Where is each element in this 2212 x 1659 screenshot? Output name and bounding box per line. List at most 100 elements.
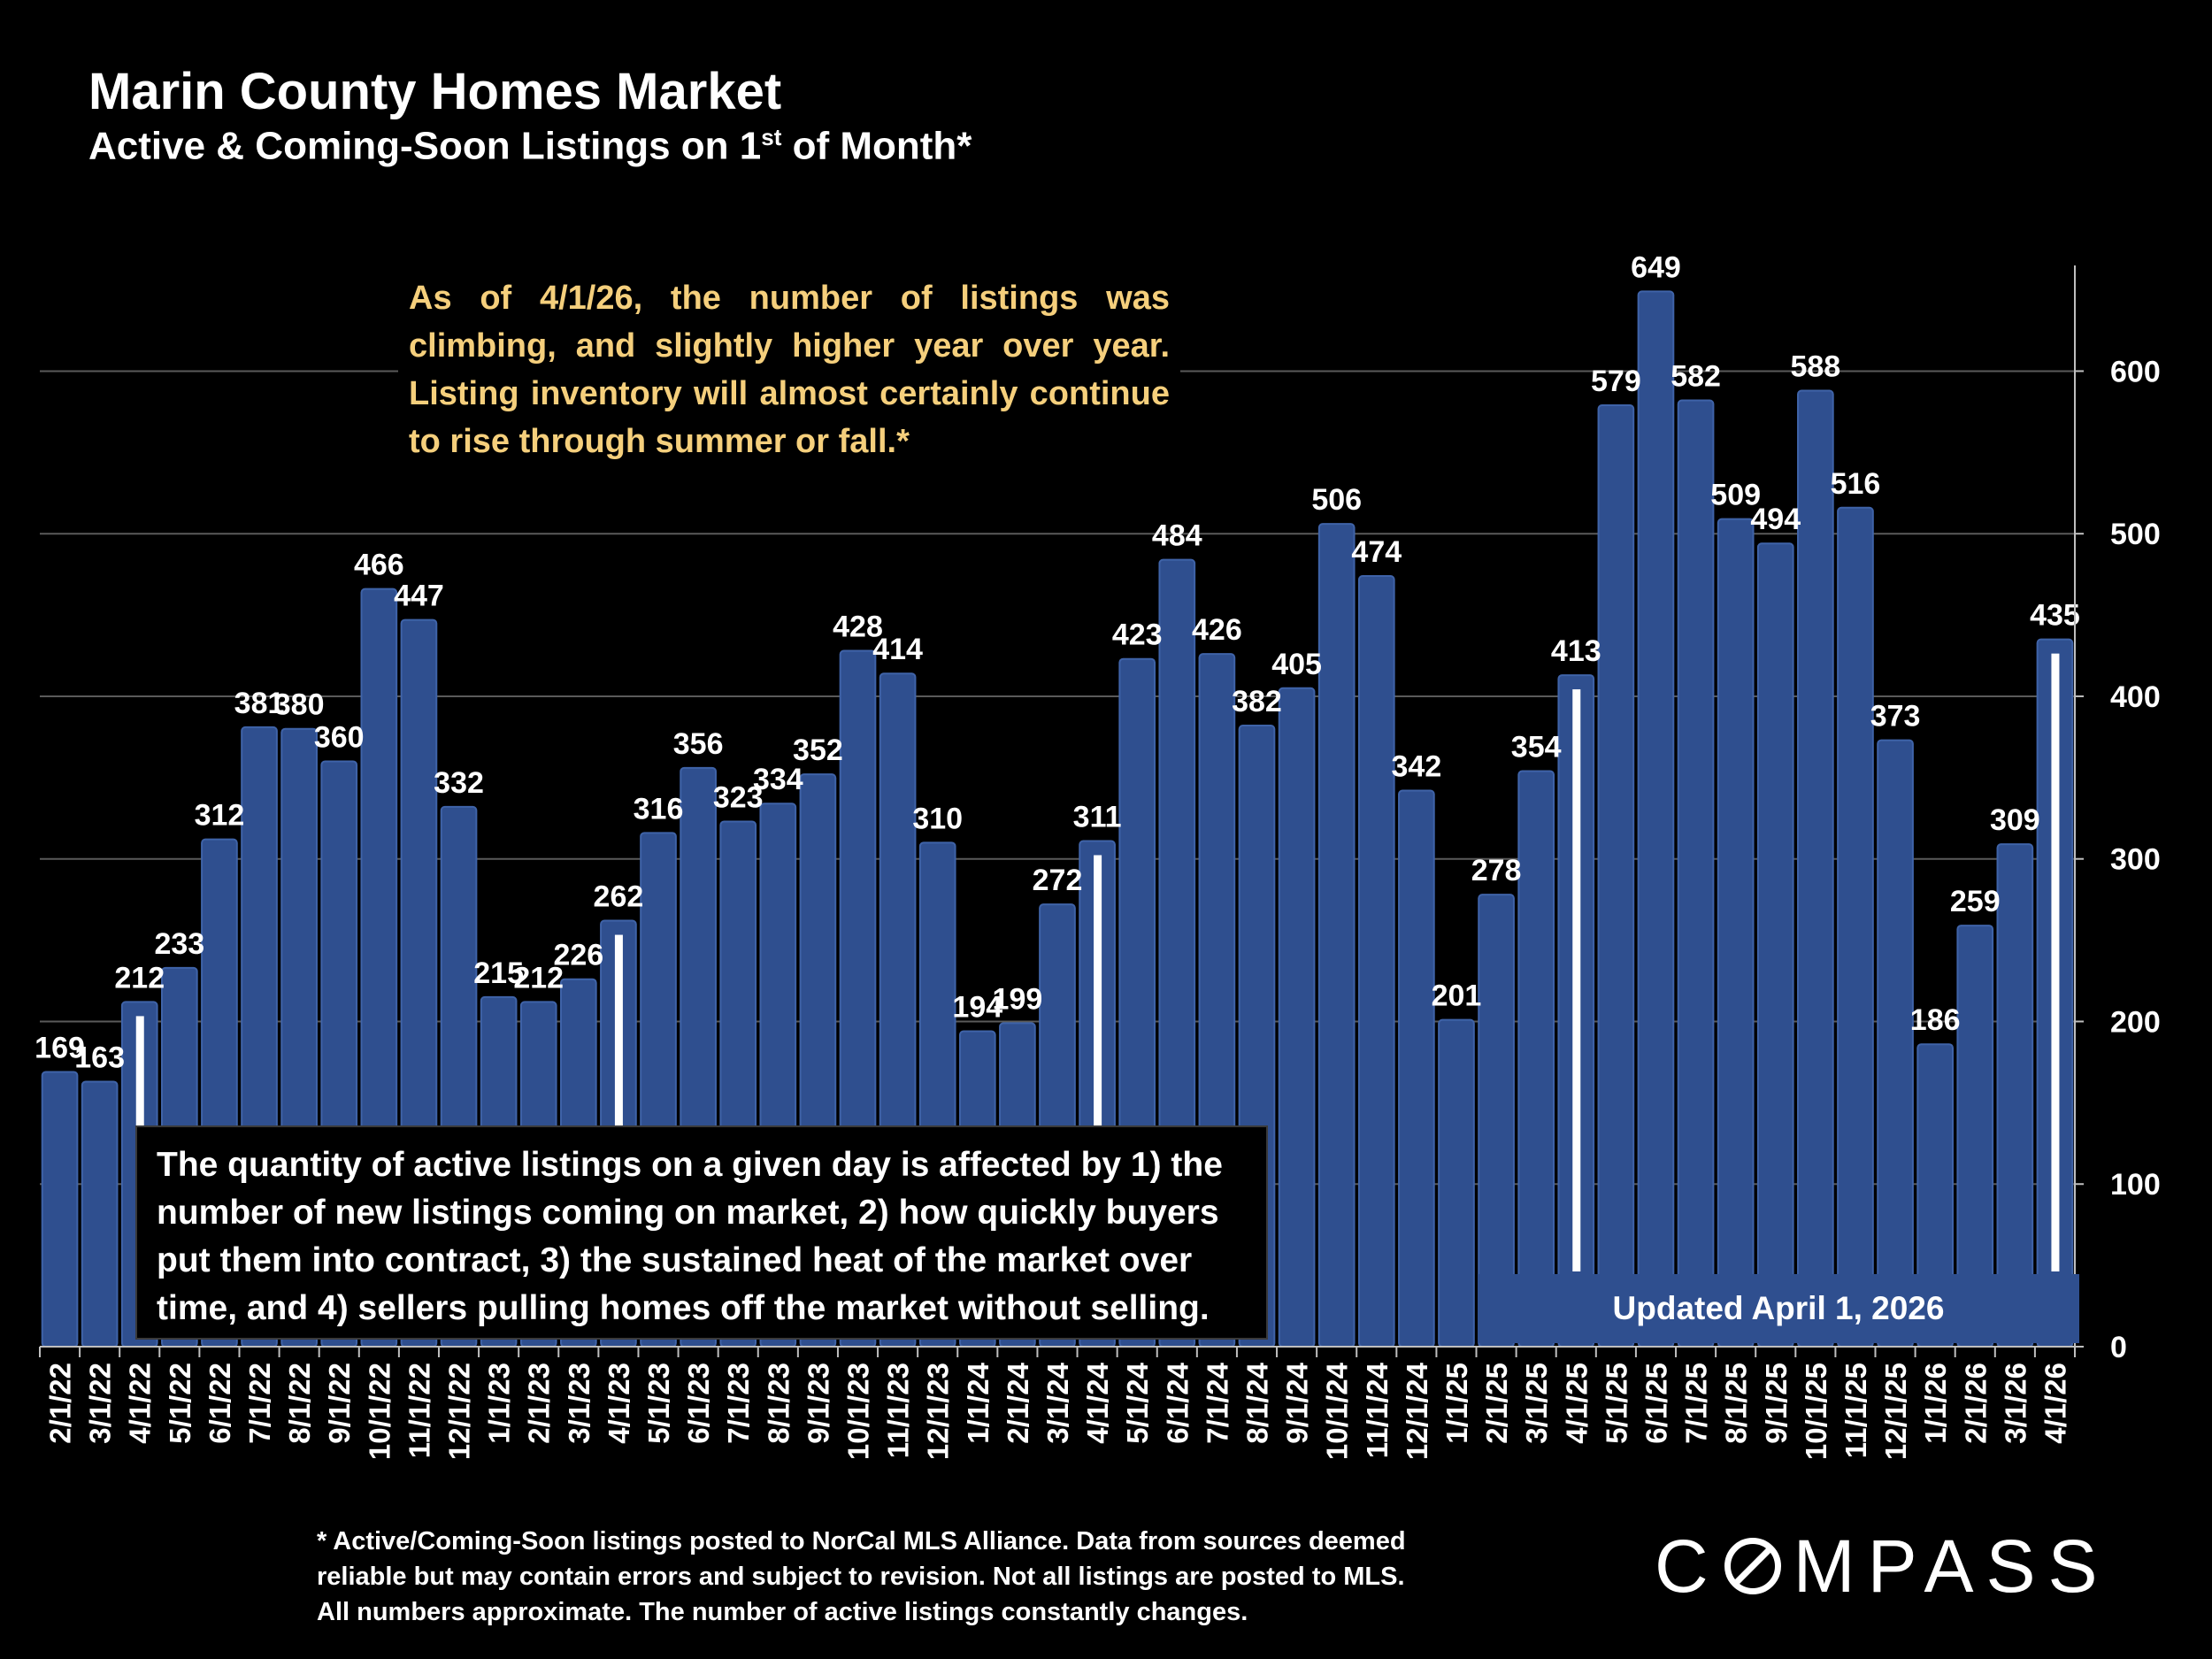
chart-title: Marin County Homes Market — [88, 63, 782, 120]
x-tick-label: 4/1/26 — [2039, 1363, 2071, 1444]
value-label: 381 — [234, 687, 285, 720]
value-label: 334 — [753, 763, 803, 796]
bar-1/1/25 — [1438, 1018, 1475, 1348]
x-tick-label: 7/1/22 — [243, 1363, 276, 1444]
value-label: 163 — [74, 1041, 125, 1074]
y-tick-label: 100 — [2110, 1168, 2161, 1202]
value-label: 414 — [872, 633, 923, 666]
x-tick-label: 5/1/24 — [1121, 1362, 1154, 1443]
x-tick-label: 5/1/23 — [642, 1363, 675, 1444]
value-label: 354 — [1511, 730, 1562, 764]
x-tick-label: 11/1/25 — [1839, 1363, 1872, 1458]
y-tick-label: 0 — [2110, 1331, 2127, 1364]
x-tick-label: 8/1/25 — [1720, 1363, 1753, 1444]
value-label: 509 — [1710, 479, 1761, 512]
x-tick-label: 4/1/23 — [603, 1363, 635, 1444]
bar-9/1/24 — [1278, 687, 1316, 1348]
x-tick-label: 9/1/23 — [802, 1363, 834, 1444]
bar-12/1/25 — [1877, 739, 1914, 1348]
bar-6/1/25 — [1637, 290, 1675, 1348]
bar-11/1/25 — [1837, 506, 1874, 1348]
x-tick-label: 12/1/23 — [922, 1363, 955, 1460]
value-label: 212 — [513, 961, 564, 995]
value-label: 466 — [354, 549, 404, 582]
value-label: 311 — [1073, 801, 1122, 834]
value-label: 588 — [1790, 349, 1840, 383]
value-label: 233 — [154, 927, 204, 961]
x-tick-label: 12/1/25 — [1879, 1363, 1912, 1460]
x-tick-label: 2/1/23 — [523, 1363, 556, 1444]
value-label: 360 — [314, 720, 365, 754]
x-tick-label: 11/1/24 — [1361, 1362, 1394, 1458]
value-label: 405 — [1271, 648, 1322, 681]
x-tick-label: 7/1/25 — [1680, 1363, 1713, 1444]
april-marker-4/1/23 — [614, 934, 623, 1271]
x-tick-label: 3/1/26 — [1999, 1363, 2032, 1444]
value-label: 259 — [1950, 885, 2001, 918]
x-tick-label: 10/1/23 — [842, 1363, 875, 1460]
footnote-line-2: reliable but may contain errors and subj… — [317, 1563, 1405, 1591]
x-tick-label: 4/1/24 — [1081, 1362, 1114, 1443]
inventory-note: As of 4/1/26, the number of listings was… — [398, 271, 1180, 471]
value-label: 506 — [1311, 483, 1362, 517]
value-label: 194 — [952, 991, 1002, 1025]
bar-8/1/25 — [1717, 518, 1755, 1348]
x-tick-label: 3/1/22 — [84, 1363, 117, 1444]
x-tick-label: 12/1/24 — [1401, 1362, 1433, 1460]
compass-logo: C MPASS — [1655, 1524, 2110, 1608]
value-label: 356 — [673, 727, 724, 761]
bar-10/1/24 — [1317, 523, 1356, 1348]
footnote-line-1: * Active/Coming-Soon listings posted to … — [317, 1527, 1406, 1555]
bar-10/1/25 — [1797, 389, 1834, 1348]
x-tick-label: 8/1/24 — [1240, 1362, 1273, 1443]
value-label: 332 — [434, 766, 484, 800]
value-label: 169 — [35, 1031, 85, 1064]
value-label: 380 — [274, 688, 325, 722]
value-label: 435 — [2030, 599, 2080, 633]
value-label: 212 — [114, 961, 165, 995]
value-label: 579 — [1591, 365, 1641, 398]
bar-3/1/25 — [1517, 770, 1555, 1348]
bar-11/1/24 — [1357, 574, 1395, 1348]
x-tick-label: 8/1/22 — [283, 1363, 316, 1444]
value-labels: 1691632122333123813803604664473322152122… — [35, 250, 2080, 1074]
value-label: 474 — [1351, 535, 1402, 569]
value-label: 342 — [1392, 750, 1442, 784]
compass-logo-icon — [1724, 1538, 1781, 1594]
x-tick-label: 6/1/23 — [682, 1363, 715, 1444]
x-tick-label: 8/1/23 — [762, 1363, 795, 1444]
x-tick-label: 9/1/24 — [1281, 1362, 1314, 1443]
x-tick-label: 3/1/25 — [1520, 1363, 1553, 1444]
x-tick-label: 7/1/24 — [1201, 1362, 1233, 1443]
x-tick-label: 1/1/26 — [1919, 1363, 1952, 1444]
x-tick-label: 6/1/22 — [204, 1363, 236, 1444]
value-label: 226 — [553, 939, 603, 972]
x-tick-label: 6/1/24 — [1161, 1362, 1194, 1443]
value-label: 215 — [473, 956, 524, 990]
value-label: 494 — [1750, 503, 1801, 536]
april-marker-4/1/26 — [2051, 653, 2060, 1271]
x-tick-label: 5/1/25 — [1600, 1363, 1632, 1444]
bar-3/1/22 — [81, 1080, 119, 1348]
bar-12/1/24 — [1398, 789, 1435, 1348]
chart-subtitle: Active & Coming-Soon Listings on 1st of … — [88, 124, 972, 168]
value-label: 516 — [1831, 467, 1881, 501]
april-marker-4/1/24 — [1094, 855, 1102, 1271]
updated-date-badge: Updated April 1, 2026 — [1478, 1274, 2079, 1343]
x-tick-label: 10/1/25 — [1800, 1363, 1832, 1460]
value-label: 201 — [1432, 979, 1482, 1013]
x-tick-label: 1/1/24 — [962, 1362, 995, 1443]
value-label: 316 — [634, 792, 684, 826]
value-label: 426 — [1192, 613, 1242, 647]
y-tick-label: 200 — [2110, 1005, 2161, 1039]
x-tick-label: 3/1/24 — [1041, 1362, 1074, 1443]
x-tick-label: 4/1/22 — [124, 1363, 157, 1444]
x-tick-label: 2/1/24 — [1002, 1362, 1034, 1443]
x-tick-label: 4/1/25 — [1560, 1363, 1593, 1444]
value-label: 199 — [993, 982, 1043, 1016]
footnote-line-3: All numbers approximate. The number of a… — [317, 1598, 1248, 1626]
value-label: 582 — [1671, 360, 1721, 394]
x-tick-label: 6/1/25 — [1640, 1363, 1672, 1444]
